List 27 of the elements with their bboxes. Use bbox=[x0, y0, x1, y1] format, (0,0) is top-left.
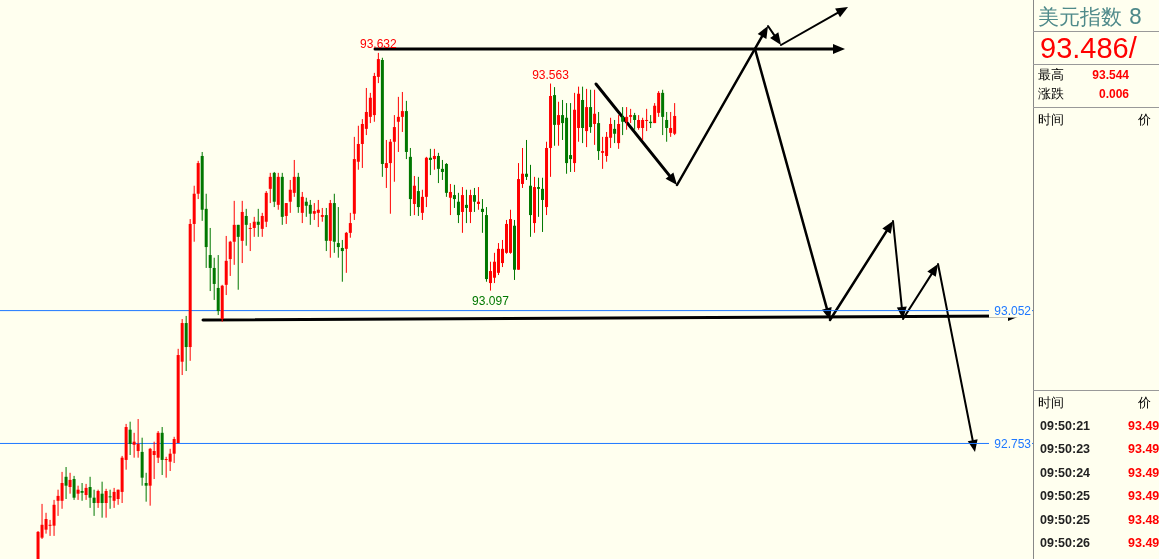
text: 93.486/ bbox=[1040, 32, 1138, 64]
text: 93.49 bbox=[1128, 489, 1159, 504]
text: 09:50:26 bbox=[1040, 536, 1091, 550]
text: 最高 bbox=[1038, 67, 1064, 82]
y-tick-label: 92.753 bbox=[994, 436, 1032, 451]
text: 09:50:23 bbox=[1040, 442, 1091, 457]
text: 09:50:24 bbox=[1040, 465, 1091, 480]
text: 价 bbox=[1137, 395, 1151, 410]
text: 93.544 bbox=[1092, 68, 1130, 82]
text: 时间 bbox=[1038, 395, 1064, 410]
text: 美元指数 8 bbox=[1038, 5, 1143, 29]
annotation: 93.632 bbox=[360, 36, 398, 51]
text: 09:50:25 bbox=[1040, 489, 1091, 504]
text: 09:50:21 bbox=[1040, 419, 1091, 433]
annotation: 93.563 bbox=[532, 67, 570, 82]
text: 0.006 bbox=[1098, 87, 1130, 101]
text: 93.49 bbox=[1128, 465, 1159, 480]
text: 93.48 bbox=[1128, 512, 1159, 527]
text: 价 bbox=[1137, 112, 1151, 127]
text: 93.49 bbox=[1128, 536, 1159, 550]
annotation: 93.097 bbox=[472, 293, 510, 308]
text: 93.49 bbox=[1128, 442, 1159, 457]
text: 时间 bbox=[1038, 112, 1064, 127]
text: 涨跌 bbox=[1038, 86, 1064, 101]
text: 93.49 bbox=[1128, 419, 1159, 433]
text: 09:50:25 bbox=[1040, 512, 1091, 527]
y-tick-label: 93.052 bbox=[994, 303, 1032, 318]
